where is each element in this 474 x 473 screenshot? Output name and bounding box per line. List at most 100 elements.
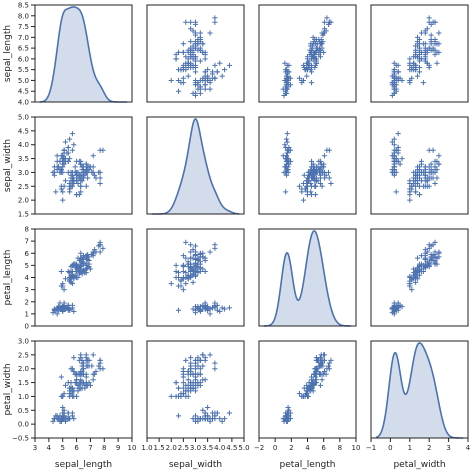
- scatter-point: [168, 77, 174, 84]
- scatter-point: [85, 164, 91, 170]
- scatter-point: [305, 175, 311, 181]
- scatter-point: [399, 77, 405, 84]
- x-tick-label: 5.0: [238, 444, 249, 452]
- scatter-point: [73, 265, 80, 271]
- scatter-point: [432, 158, 438, 164]
- scatter-point: [183, 382, 189, 388]
- scatter-point: [420, 268, 426, 275]
- scatter-point: [283, 67, 289, 73]
- scatter-point: [90, 153, 96, 159]
- scatter-point: [409, 75, 415, 81]
- scatter-point: [282, 142, 288, 148]
- scatter-point: [283, 90, 289, 96]
- scatter-point: [83, 352, 89, 358]
- scatter-point: [391, 77, 397, 84]
- scatter-point: [212, 304, 218, 310]
- scatter-point: [207, 311, 213, 317]
- scatter-point: [284, 158, 290, 164]
- scatter-point: [178, 278, 184, 284]
- panel-petal_length-vs-sepal_width: [146, 228, 245, 327]
- scatter-point: [414, 267, 421, 273]
- scatter-point: [190, 271, 196, 277]
- scatter-point: [312, 64, 318, 71]
- scatter-point: [422, 58, 428, 64]
- y-tick-label: 4.5: [18, 88, 29, 96]
- y-axis-label-petal_width: petal_width: [3, 363, 13, 415]
- scatter-point: [207, 418, 213, 424]
- scatter-point: [83, 254, 89, 260]
- scatter-point: [173, 274, 179, 281]
- scatter-point: [316, 363, 322, 369]
- y-axis-label-sepal_width: sepal_width: [3, 139, 13, 192]
- scatter-point: [217, 416, 223, 422]
- scatter-point: [90, 352, 96, 358]
- scatter-point: [61, 410, 67, 416]
- scatter-point: [296, 391, 303, 397]
- y-tick-label: 0: [25, 323, 29, 331]
- scatter-point: [200, 306, 206, 312]
- scatter-point: [395, 69, 401, 75]
- y-tick-label: 4.0: [18, 99, 29, 107]
- scatter-point: [309, 382, 315, 388]
- scatter-point: [69, 183, 76, 189]
- panel-frame: [34, 340, 133, 439]
- scatter-point: [76, 357, 82, 363]
- scatter-point: [430, 47, 436, 53]
- panel-frame: [370, 116, 469, 215]
- scatter-point: [197, 30, 203, 36]
- scatter-point: [304, 180, 311, 187]
- scatter-point: [212, 366, 218, 372]
- scatter-point: [60, 197, 66, 203]
- scatter-point: [60, 404, 66, 411]
- kde-fill-sepal_width: [151, 118, 240, 214]
- scatter-point: [58, 374, 64, 380]
- x-tick-label: 2: [427, 444, 431, 452]
- scatter-point: [180, 368, 186, 375]
- scatter-point: [207, 249, 213, 255]
- panel-petal_width-vs-sepal_length: [34, 340, 133, 439]
- scatter-point: [323, 172, 329, 178]
- scatter-point: [71, 142, 77, 148]
- scatter-point: [212, 245, 218, 251]
- scatter-point: [86, 261, 92, 267]
- scatter-point: [287, 410, 294, 416]
- x-tick-label: 0: [388, 444, 392, 452]
- x-tick-label: 2: [289, 444, 293, 452]
- scatter-point: [69, 147, 76, 153]
- scatter-point: [209, 71, 216, 77]
- scatter-point: [175, 307, 182, 313]
- scatter-point: [188, 39, 194, 45]
- scatter-point: [195, 266, 201, 272]
- scatter-point: [192, 357, 199, 363]
- scatter-point: [285, 155, 291, 162]
- scatter-point: [416, 49, 423, 56]
- scatter-point: [64, 305, 70, 311]
- scatter-point: [62, 139, 69, 145]
- scatter-point: [192, 382, 199, 388]
- scatter-point: [283, 189, 289, 195]
- scatter-point: [212, 15, 218, 21]
- scatter-point: [200, 266, 206, 272]
- scatter-point: [100, 366, 106, 372]
- scatter-point: [71, 355, 77, 361]
- scatter-point: [200, 352, 206, 358]
- scatter-point: [413, 62, 419, 68]
- x-tick-label: 6: [321, 444, 326, 452]
- scatter-point: [299, 393, 305, 400]
- scatter-point: [76, 257, 82, 264]
- scatter-point: [90, 377, 96, 383]
- scatter-point: [219, 418, 225, 424]
- scatter-point: [192, 90, 199, 96]
- scatter-point: [414, 255, 421, 261]
- scatter-point: [407, 197, 413, 203]
- scatter-point: [192, 249, 199, 255]
- x-axis-label-sepal_length: sepal_length: [55, 460, 112, 470]
- scatter-point: [69, 385, 76, 391]
- scatter-point: [416, 69, 423, 75]
- panel-sepal_length-vs-sepal_width: [146, 4, 245, 103]
- scatter-point: [413, 273, 419, 279]
- scatter-point: [51, 307, 57, 313]
- scatter-point: [188, 385, 194, 391]
- scatter-point: [192, 261, 199, 267]
- scatter-point: [192, 388, 199, 394]
